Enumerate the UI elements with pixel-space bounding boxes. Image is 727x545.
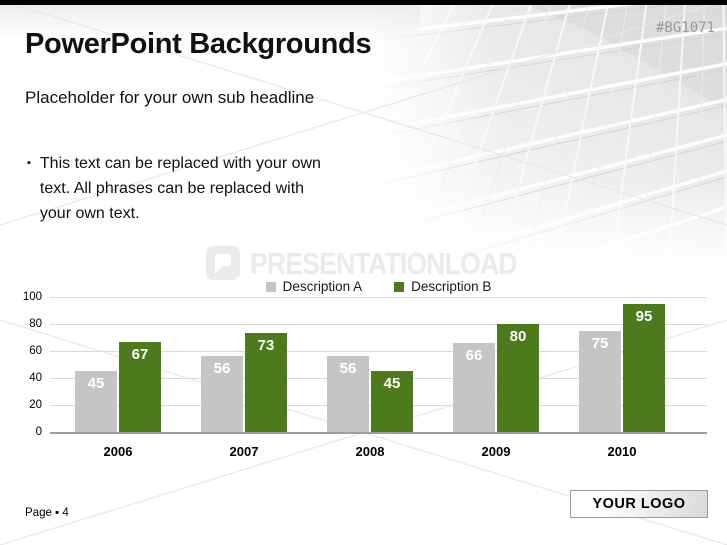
chart-category-axis: 2006 2007 2008 2009 2010 [50, 444, 707, 464]
bar: 45 [75, 371, 117, 432]
top-gradient [0, 0, 420, 55]
top-border-bar [0, 0, 727, 5]
y-axis-tick-label: 80 [29, 318, 42, 330]
bar: 66 [453, 342, 495, 432]
bullet-square-icon: ▪ [27, 157, 31, 169]
bar-value-label: 45 [383, 375, 401, 393]
y-axis-tick-label: 60 [29, 345, 42, 357]
bar-value-label: 67 [131, 345, 149, 363]
bar: 73 [245, 333, 287, 432]
y-axis-tick-label: 40 [29, 372, 42, 384]
gridline [50, 297, 707, 298]
slide-title: PowerPoint Backgrounds [25, 28, 372, 60]
watermark-brand: PRESENTATIONLOAD [206, 246, 560, 284]
gridline [50, 324, 707, 325]
page-number-footer: Page ▪ 4 [25, 507, 69, 519]
chart-legend: Description A Description B [50, 279, 707, 294]
bar: 56 [327, 356, 369, 432]
stock-id-tag: #BG1071 [655, 20, 715, 36]
bar: 95 [623, 303, 665, 432]
y-axis-tick-label: 0 [35, 426, 42, 438]
bar-value-label: 56 [339, 360, 357, 378]
legend-item: Description A [265, 279, 363, 294]
category-label: 2009 [481, 444, 511, 459]
category-label: 2010 [607, 444, 637, 459]
bar-value-label: 75 [591, 334, 609, 352]
watermark-logo-icon [206, 246, 240, 280]
chart-y-axis: 0 20 40 60 80 100 [0, 291, 42, 439]
logo-placeholder-box: YOUR LOGO [570, 490, 708, 518]
building-background-image [367, 0, 727, 270]
category-label: 2008 [355, 444, 385, 459]
bar: 56 [201, 356, 243, 432]
bar-value-label: 56 [213, 360, 231, 378]
bar-value-label: 66 [465, 346, 483, 364]
bar: 75 [579, 330, 621, 432]
category-label: 2006 [103, 444, 133, 459]
bar-value-label: 73 [257, 337, 275, 355]
y-axis-tick-label: 100 [22, 291, 42, 303]
y-axis-tick-label: 20 [29, 399, 42, 411]
legend-label: Description A [282, 279, 363, 294]
chart-plot: 45 67 56 73 56 45 66 80 75 95 [50, 297, 707, 434]
legend-item: Description B [394, 279, 491, 294]
watermark-text: PRESENTATIONLOAD [250, 246, 518, 281]
bar-value-label: 80 [509, 328, 527, 345]
category-label: 2007 [229, 444, 259, 459]
bullet-text: This text can be replaced with your own … [39, 155, 321, 222]
bullet-item: ▪ This text can be replaced with your ow… [27, 151, 335, 226]
bar-value-label: 95 [635, 307, 653, 325]
slide-subtitle: Placeholder for your own sub headline [25, 88, 315, 107]
legend-swatch [265, 281, 276, 292]
bar: 45 [371, 371, 413, 432]
bar: 67 [119, 341, 161, 432]
gridline [50, 351, 707, 352]
bar-value-label: 45 [87, 375, 105, 393]
legend-label: Description B [411, 279, 492, 294]
legend-swatch [394, 281, 405, 292]
bar: 80 [497, 324, 539, 432]
